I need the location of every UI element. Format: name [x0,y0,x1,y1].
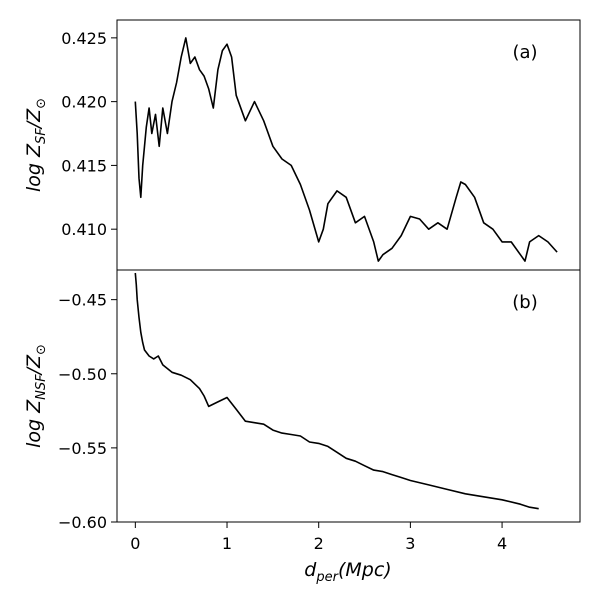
panel-a-y-label-main: Z [23,143,45,158]
panel-a-y-label-sub: SF [34,128,49,144]
x-axis-label: dper(Mpc) [304,559,391,585]
x-label-suffix: (Mpc) [338,559,392,581]
x-tick-label: 1 [222,534,232,553]
x-label-main: d [304,559,317,581]
panel-b: −0.60 −0.55 −0.50 −0.45 0 1 2 3 4 (b) log ZNSF/… [23,269,581,585]
panel-b-y-ticks: −0.60 −0.55 −0.50 −0.45 [58,291,117,532]
panel-a-y-axis-label: log ZSF/Z⊙ [23,98,49,192]
panel-b-y-tick-label: −0.60 [58,513,107,532]
panel-b-y-tick-label: −0.55 [58,439,107,458]
panel-b-x-ticks: 0 1 2 3 4 [130,522,507,553]
x-label-sub: per [315,570,339,585]
panel-a-y-tick-label: 0.420 [61,93,107,112]
panel-a-y-tick-label: 0.425 [61,29,107,48]
panel-b-series-line [134,272,539,510]
panel-b-y-label-prefix: log [23,413,45,448]
panel-b-y-label-sub: NSF [34,374,49,400]
panel-b-y-label-sun: ⊙ [34,344,49,355]
panel-a-y-ticks: 0.410 0.415 0.420 0.425 [61,29,117,239]
x-tick-label: 3 [405,534,415,553]
panel-b-label: (b) [512,292,537,313]
panel-b-frame [116,269,581,523]
panel-b-y-label-suffix: /Z [23,354,45,376]
panel-a-y-label-sun: ⊙ [34,98,49,109]
x-tick-label: 4 [497,534,507,553]
panel-b-y-axis-label: log ZNSF/Z⊙ [23,344,49,448]
panel-a-y-label-prefix: log [23,157,45,192]
panel-a-series-line [134,37,558,262]
panel-a-label: (a) [512,42,537,63]
panel-a-y-tick-label: 0.410 [61,220,107,239]
panel-b-y-tick-label: −0.45 [58,291,107,310]
panel-a: 0.410 0.415 0.420 0.425 (a) log ZSF/Z⊙ [23,19,581,271]
panel-b-y-tick-label: −0.50 [58,365,107,384]
panel-a-y-tick-label: 0.415 [61,156,107,175]
panel-b-y-label-main: Z [23,399,45,414]
x-tick-label: 0 [130,534,140,553]
x-tick-label: 2 [314,534,324,553]
panel-a-y-label-suffix: /Z [23,108,45,130]
